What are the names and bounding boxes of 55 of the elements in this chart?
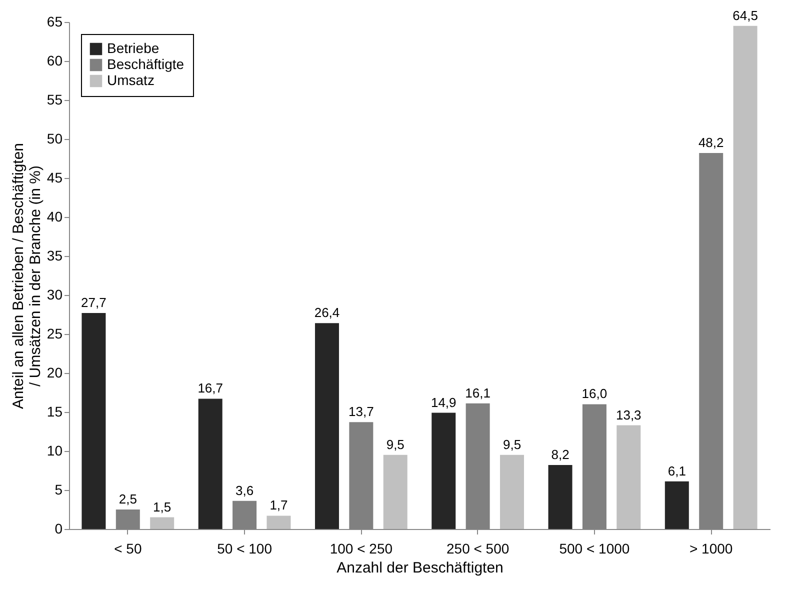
data-label: 1,7	[270, 498, 288, 513]
bar	[82, 312, 106, 529]
y-tick-label: 30	[46, 286, 63, 302]
data-label: 8,2	[551, 447, 570, 462]
data-label: 26,4	[314, 305, 340, 320]
data-label: 2,5	[118, 492, 137, 506]
x-tick-label: 500 < 1000	[559, 540, 630, 556]
data-label: 16,0	[582, 386, 608, 402]
bar	[432, 412, 456, 529]
legend-label: Umsatz	[107, 72, 154, 88]
legend-label: Beschäftigte	[107, 56, 184, 72]
data-label: 48,2	[698, 135, 724, 150]
x-tick-label: > 1000	[689, 540, 733, 556]
data-label: 9,5	[386, 436, 404, 452]
y-tick-label: 40	[46, 208, 63, 224]
y-tick-label: 45	[46, 170, 63, 186]
data-label: 6,1	[668, 463, 686, 478]
legend-label: Betriebe	[107, 40, 160, 56]
y-tick-label: 25	[46, 326, 63, 342]
bar	[198, 398, 222, 529]
bar	[664, 481, 689, 529]
y-tick-label: 10	[46, 442, 63, 458]
bar	[383, 454, 408, 529]
bar	[616, 425, 641, 529]
x-tick-label: 100 < 250	[330, 540, 393, 556]
y-tick-label: 20	[46, 364, 63, 380]
y-tick-label: 65	[46, 14, 63, 30]
data-label: 27,7	[81, 294, 106, 310]
data-label: 13,7	[348, 404, 374, 420]
data-label: 1,5	[153, 499, 172, 514]
y-tick-label: 50	[46, 130, 63, 146]
y-tick-label: 60	[46, 52, 63, 68]
bar	[548, 465, 572, 529]
y-tick-label: 15	[46, 404, 63, 420]
y-axis-title: Anteil an allen Betrieben / Beschäftigten / Umsätzen in der Branche (in %)	[10, 142, 44, 410]
data-label: 9,5	[502, 436, 522, 452]
bar	[733, 26, 758, 529]
data-label: 3,6	[236, 482, 254, 498]
bar	[500, 454, 524, 529]
bar	[266, 516, 291, 529]
y-tick-label: 5	[54, 482, 63, 498]
data-label: 16,1	[465, 385, 490, 400]
x-tick-label: < 50	[114, 540, 142, 556]
data-label: 14,9	[430, 394, 456, 410]
x-tick-label: 50 < 100	[217, 540, 272, 556]
data-label: 64,5	[732, 8, 758, 23]
x-axis-title: Anzahl der Beschäftigten	[336, 560, 504, 576]
y-tick-label: 35	[46, 248, 63, 264]
bar	[150, 517, 174, 529]
y-tick-label: 0	[54, 520, 63, 536]
bar	[314, 323, 339, 529]
y-tick-label: 55	[46, 92, 63, 108]
data-label: 16,7	[198, 380, 224, 396]
x-tick-label: 250 < 500	[446, 540, 510, 556]
data-label: 13,3	[616, 407, 642, 422]
